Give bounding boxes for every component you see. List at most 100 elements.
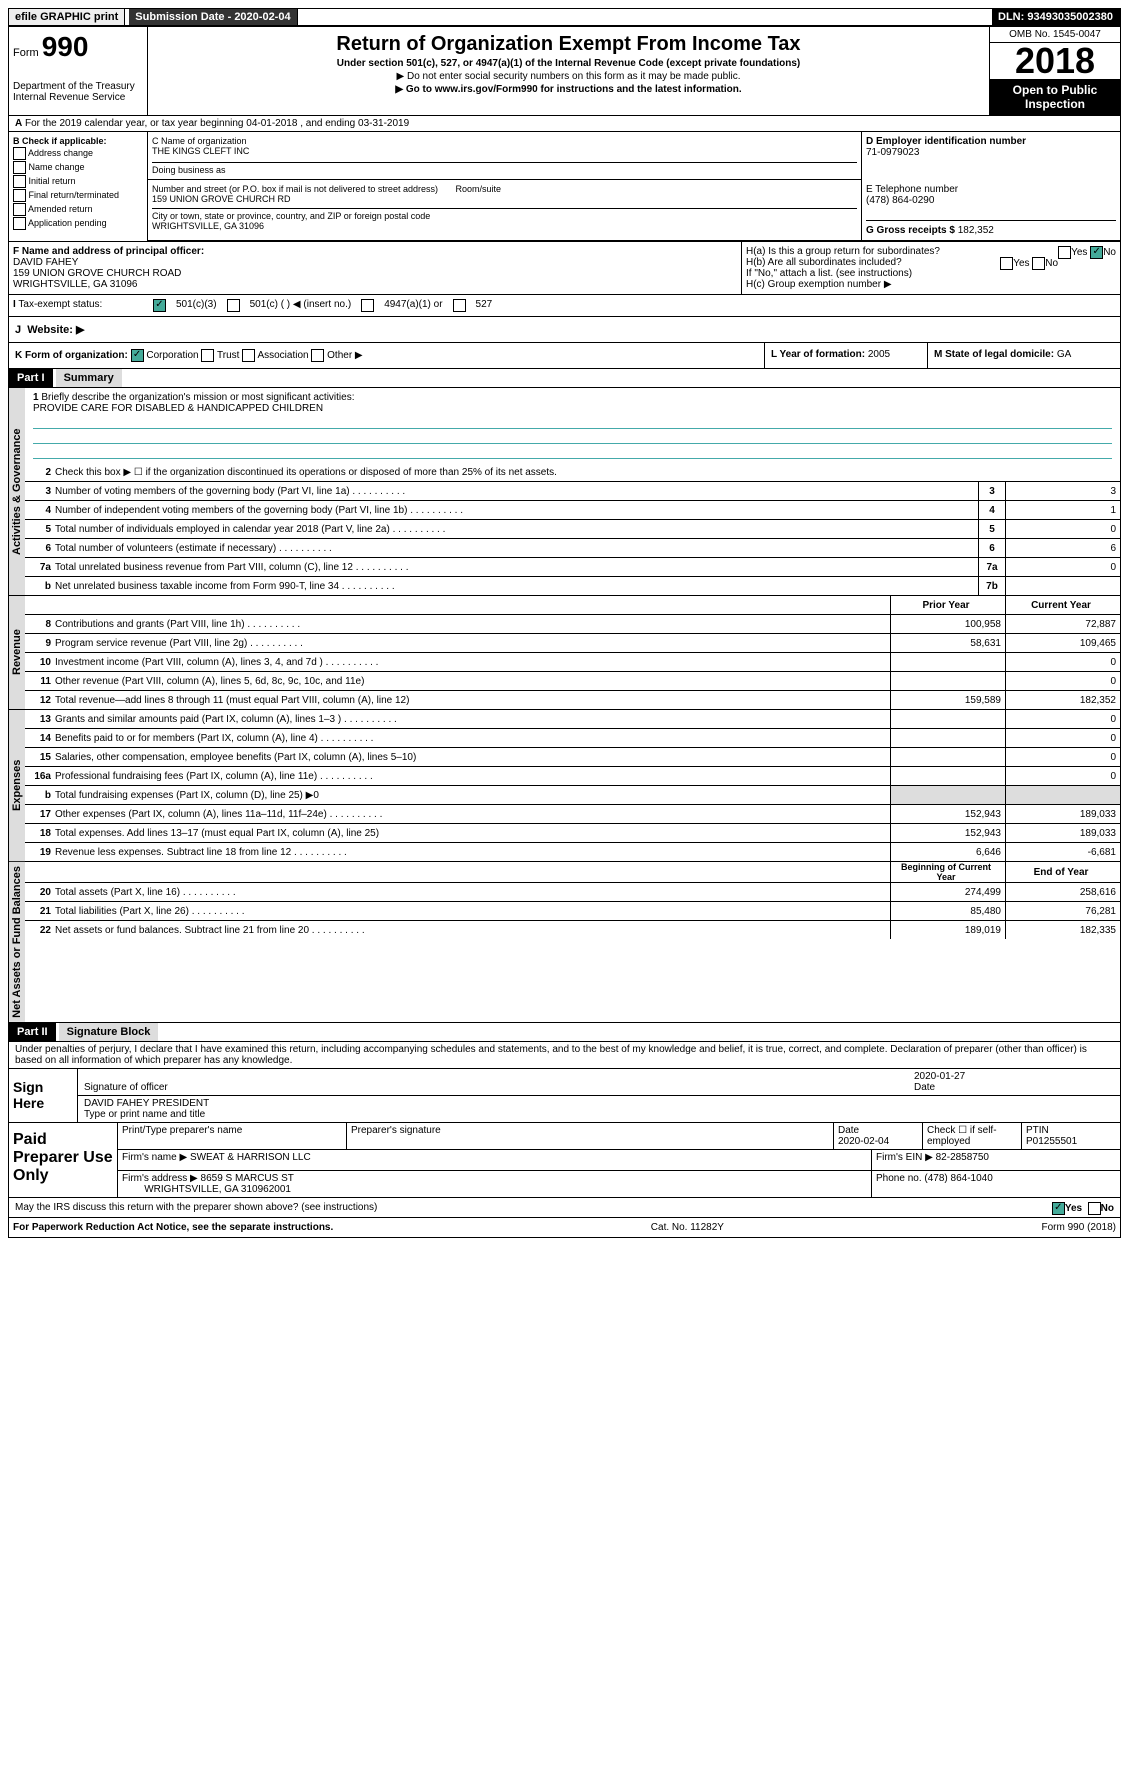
firm-ein: 82-2858750: [936, 1152, 989, 1163]
hdr-prior: Prior Year: [890, 596, 1005, 614]
chk-address-change[interactable]: Address change: [28, 148, 93, 158]
line6: Total number of volunteers (estimate if …: [55, 541, 978, 556]
form-header: Form 990 Department of the Treasury Inte…: [8, 26, 1121, 116]
line17: Other expenses (Part IX, column (A), lin…: [55, 807, 890, 822]
firm-name: SWEAT & HARRISON LLC: [190, 1152, 311, 1163]
val7b: [1005, 577, 1120, 595]
street-address: 159 UNION GROVE CHURCH RD: [152, 194, 291, 204]
cat-no: Cat. No. 11282Y: [651, 1222, 724, 1233]
firm-phone: (478) 864-1040: [924, 1173, 992, 1184]
chk-name-change[interactable]: Name change: [29, 162, 85, 172]
chk-final-return[interactable]: Final return/terminated: [29, 190, 120, 200]
line9: Program service revenue (Part VIII, line…: [55, 636, 890, 651]
m-label: M State of legal domicile:: [934, 349, 1054, 360]
d-ein-label: D Employer identification number: [866, 136, 1026, 147]
line7b: Net unrelated business taxable income fr…: [55, 579, 978, 594]
chk-application-pending[interactable]: Application pending: [28, 218, 107, 228]
officer-sig-name: DAVID FAHEY PRESIDENT: [84, 1098, 209, 1109]
top-bar: efile GRAPHIC print Submission Date - 20…: [8, 8, 1121, 26]
perjury-text: Under penalties of perjury, I declare th…: [8, 1042, 1121, 1069]
dept-treasury: Department of the Treasury Internal Reve…: [13, 81, 143, 103]
part1-header: Part I: [9, 369, 53, 387]
h-note: If "No," attach a list. (see instruction…: [746, 268, 1116, 279]
i-label: Tax-exempt status:: [18, 299, 102, 310]
dln: DLN: 93493035002380: [992, 9, 1120, 25]
line2: Check this box ▶ ☐ if the organization d…: [55, 465, 1120, 480]
line5: Total number of individuals employed in …: [55, 522, 978, 537]
sign-here: Sign Here: [9, 1069, 78, 1122]
line16b: Total fundraising expenses (Part IX, col…: [55, 788, 890, 803]
phone-value: (478) 864-0290: [866, 195, 934, 206]
officer-name: DAVID FAHEY: [13, 257, 78, 268]
l-label: L Year of formation:: [771, 349, 865, 360]
hdr-begin: Beginning of Current Year: [890, 862, 1005, 882]
line20: Total assets (Part X, line 16): [55, 885, 890, 900]
f-officer-label: F Name and address of principal officer:: [13, 246, 204, 257]
prep-h4: Check ☐ if self-employed: [923, 1123, 1022, 1149]
line16a: Professional fundraising fees (Part IX, …: [55, 769, 890, 784]
tax-year: 2018: [990, 43, 1120, 79]
subtitle-3: ▶ Go to www.irs.gov/Form990 for instruct…: [395, 84, 741, 95]
chk-other[interactable]: Other ▶: [327, 350, 362, 361]
sig-officer-label: Signature of officer: [84, 1082, 168, 1093]
chk-501c[interactable]: 501(c) ( ) ◀ (insert no.): [250, 299, 352, 312]
pra-notice: For Paperwork Reduction Act Notice, see …: [13, 1222, 333, 1233]
val3: 3: [1005, 482, 1120, 500]
form-footer: Form 990 (2018): [1042, 1222, 1116, 1233]
chk-initial-return[interactable]: Initial return: [29, 176, 76, 186]
hb-label: H(b) Are all subordinates included?: [746, 257, 902, 268]
gross-receipts: 182,352: [958, 225, 994, 236]
line1-text: Briefly describe the organization's miss…: [41, 392, 354, 403]
sign-date: 2020-01-27: [914, 1071, 965, 1082]
e-phone-label: E Telephone number: [866, 184, 958, 195]
dba-label: Doing business as: [152, 162, 857, 175]
subtitle-1: Under section 501(c), 527, or 4947(a)(1)…: [337, 58, 800, 69]
val4: 1: [1005, 501, 1120, 519]
chk-association[interactable]: Association: [257, 350, 308, 361]
line15: Salaries, other compensation, employee b…: [55, 750, 890, 765]
org-name: THE KINGS CLEFT INC: [152, 146, 857, 156]
form-number: 990: [42, 31, 89, 62]
city-value: WRIGHTSVILLE, GA 31096: [152, 221, 264, 231]
prep-h2: Preparer's signature: [347, 1123, 834, 1149]
line10: Investment income (Part VIII, column (A)…: [55, 655, 890, 670]
ptin: P01255501: [1026, 1136, 1077, 1147]
hdr-current: Current Year: [1005, 596, 1120, 614]
ein-value: 71-0979023: [866, 147, 919, 158]
vlabel-governance: Activities & Governance: [9, 388, 25, 595]
line18: Total expenses. Add lines 13–17 (must eq…: [55, 826, 890, 841]
open-public: Open to Public Inspection: [990, 79, 1120, 115]
chk-amended[interactable]: Amended return: [28, 204, 93, 214]
firm-addr: 8659 S MARCUS ST: [201, 1173, 294, 1184]
vlabel-netassets: Net Assets or Fund Balances: [9, 862, 25, 1022]
chk-527[interactable]: 527: [476, 299, 493, 312]
discuss-text: May the IRS discuss this return with the…: [15, 1202, 377, 1213]
prep-h1: Print/Type preparer's name: [118, 1123, 347, 1149]
chk-corporation[interactable]: Corporation: [146, 350, 198, 361]
chk-trust[interactable]: Trust: [217, 350, 239, 361]
hdr-end: End of Year: [1005, 862, 1120, 882]
room-label: Room/suite: [455, 184, 501, 194]
line7a: Total unrelated business revenue from Pa…: [55, 560, 978, 575]
part1-title: Summary: [56, 369, 122, 387]
line11: Other revenue (Part VIII, column (A), li…: [55, 674, 890, 689]
vlabel-revenue: Revenue: [9, 596, 25, 709]
prep-date: 2020-02-04: [838, 1136, 889, 1147]
line19: Revenue less expenses. Subtract line 18 …: [55, 845, 890, 860]
vlabel-expenses: Expenses: [9, 710, 25, 861]
c-name-label: C Name of organization: [152, 136, 857, 146]
chk-501c3[interactable]: 501(c)(3): [176, 299, 217, 312]
addr-label: Number and street (or P.O. box if mail i…: [152, 184, 438, 194]
line13: Grants and similar amounts paid (Part IX…: [55, 712, 890, 727]
line3: Number of voting members of the governin…: [55, 484, 978, 499]
b-label: B Check if applicable:: [13, 136, 107, 146]
chk-4947[interactable]: 4947(a)(1) or: [384, 299, 442, 312]
form-title: Return of Organization Exempt From Incom…: [152, 33, 985, 56]
line8: Contributions and grants (Part VIII, lin…: [55, 617, 890, 632]
g-gross-label: G Gross receipts $: [866, 225, 955, 236]
k-label: K Form of organization:: [15, 350, 128, 361]
mission-text: PROVIDE CARE FOR DISABLED & HANDICAPPED …: [33, 403, 323, 414]
form-word: Form: [13, 47, 39, 59]
row-a: A For the 2019 calendar year, or tax yea…: [8, 116, 1121, 132]
state-domicile: GA: [1057, 349, 1071, 360]
